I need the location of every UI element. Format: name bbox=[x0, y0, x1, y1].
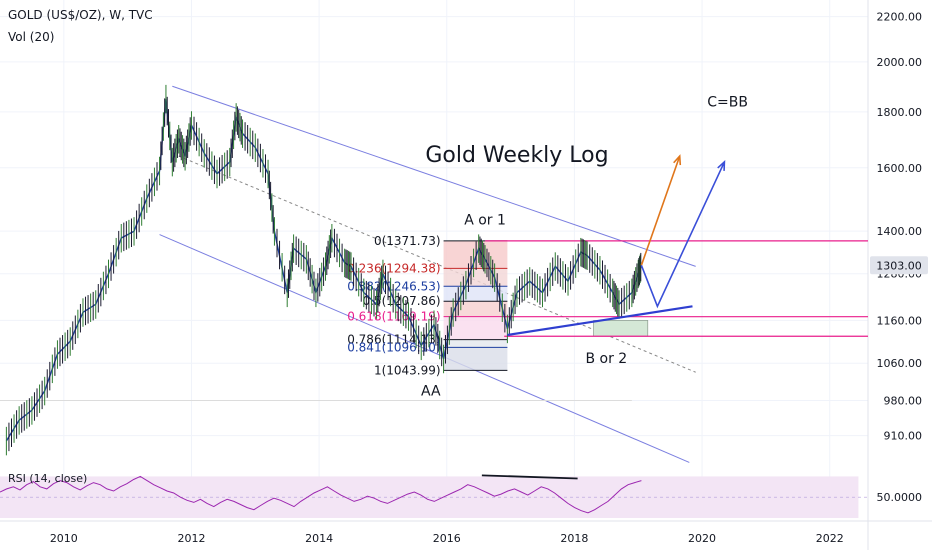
x-tick-label: 2010 bbox=[50, 532, 78, 545]
projection-arrow-blue bbox=[640, 161, 726, 309]
fib-zone bbox=[443, 316, 508, 340]
x-tick-label: 2014 bbox=[305, 532, 333, 545]
y-tick-label: 980.00 bbox=[884, 394, 923, 407]
fib-zone bbox=[443, 339, 508, 348]
y-tick-label: 1160.00 bbox=[877, 314, 923, 327]
fib-level-label: 0.382(1246.53) bbox=[347, 279, 440, 293]
projection-arrow-orange bbox=[640, 155, 681, 266]
support-zone bbox=[593, 320, 649, 337]
y-tick-label: 1060.00 bbox=[877, 357, 923, 370]
x-tick-label: 2012 bbox=[177, 532, 205, 545]
wave-annotation: A or 1 bbox=[464, 212, 506, 228]
rsi-divergence-line bbox=[481, 474, 578, 480]
rsi-line bbox=[0, 475, 642, 514]
current-price-badge bbox=[870, 256, 928, 275]
x-tick-label: 2018 bbox=[560, 532, 588, 545]
wave-annotation: B or 2 bbox=[585, 351, 627, 367]
y-tick-label: 2200.00 bbox=[877, 11, 923, 24]
current-price-label: 1303.00 bbox=[876, 259, 922, 272]
fib-zone bbox=[443, 347, 508, 371]
fib-level-label: 0.618(1169.19) bbox=[347, 310, 440, 324]
fib-zone bbox=[443, 268, 508, 287]
fib-zone bbox=[443, 240, 508, 269]
rsi-level-label: 50.0000 bbox=[877, 491, 923, 504]
x-tick-label: 2020 bbox=[688, 532, 716, 545]
wave-annotation: AA bbox=[421, 384, 441, 400]
rising-support-line bbox=[507, 305, 693, 337]
fib-level-label: 0.5(1207.86) bbox=[362, 294, 440, 308]
channel-lower-line bbox=[159, 234, 690, 463]
y-tick-label: 1600.00 bbox=[877, 162, 923, 175]
projection-arrow-blue-head bbox=[717, 160, 726, 171]
projection-arrow-orange-head bbox=[673, 154, 682, 166]
y-tick-label: 2000.00 bbox=[877, 56, 923, 69]
channel-upper-line bbox=[172, 85, 696, 267]
y-tick-label: 910.00 bbox=[884, 430, 923, 443]
symbol-title: GOLD (US$/OZ), W, TVC bbox=[8, 8, 153, 22]
rsi-label: RSI (14, close) bbox=[8, 472, 87, 485]
fib-level-label: 1(1043.99) bbox=[374, 363, 441, 377]
chart-title: Gold Weekly Log bbox=[425, 143, 608, 168]
fib-zone bbox=[443, 301, 508, 317]
x-tick-label: 2016 bbox=[433, 532, 461, 545]
y-tick-label: 1400.00 bbox=[877, 225, 923, 238]
y-tick-label: 1800.00 bbox=[877, 106, 923, 119]
wave-annotation: C=BB bbox=[707, 95, 748, 111]
fib-level-label: 0.841(1096.10) bbox=[347, 340, 440, 354]
indicator-label: Vol (20) bbox=[8, 30, 55, 44]
fib-level-label: 0.236(1294.38) bbox=[347, 261, 440, 275]
x-tick-label: 2022 bbox=[816, 532, 844, 545]
fib-level-label: 0(1371.73) bbox=[374, 234, 441, 248]
